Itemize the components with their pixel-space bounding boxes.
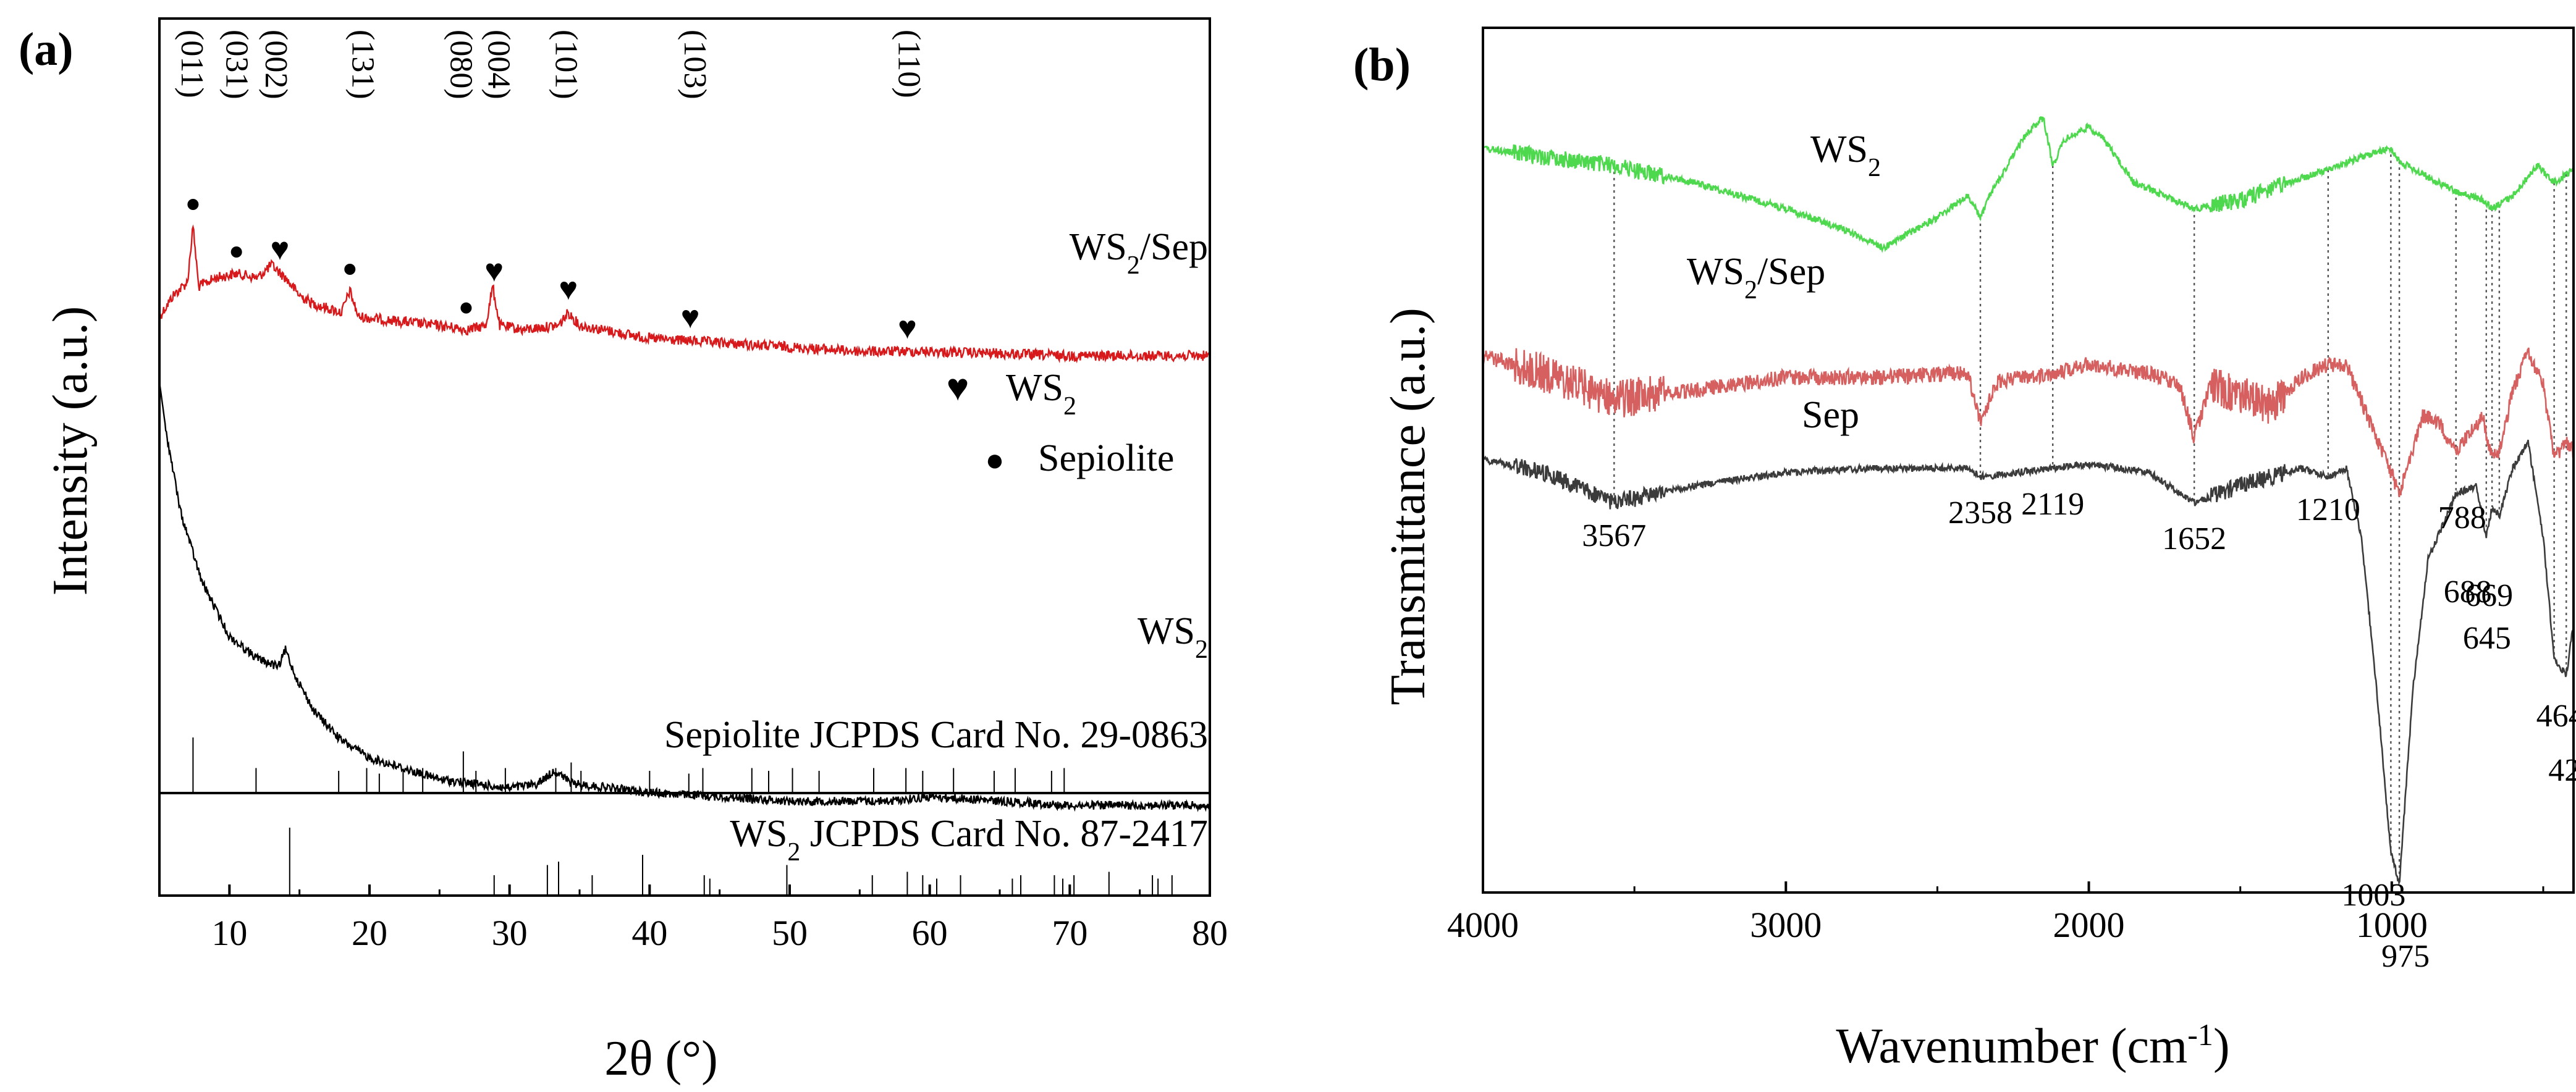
ftir-line-sep [1482,439,2575,886]
panel-a-y-axis-title: Intensity (a.u.) [43,306,98,596]
peak-label-788: 788 [2438,500,2486,536]
miller-index-label: (110) [892,30,927,98]
sepiolite-dot-marker [187,199,199,210]
peak-label-645: 645 [2463,621,2511,656]
series-label-ws2: WS2 [1138,610,1208,664]
card-label-sepiolite: Sepiolite JCPDS Card No. 29-0863 [664,714,1208,756]
x-tick-label: 40 [631,913,667,953]
x-tick-label: 60 [912,913,948,953]
x-tick-label: 10 [211,913,247,953]
panel-b-x-axis: 4000 3000 2000 1000 [1447,881,2544,945]
peak-label-464: 464 [2536,699,2576,734]
legend-heart-symbol: ♥ [947,367,969,409]
x-tick-label: 4000 [1447,905,1519,945]
panel-b-guide-lines [1613,148,2567,883]
series-label-ws2-sep-ftir: WS2/Sep [1687,251,1825,304]
x-tick-label: 1000 [2356,905,2428,945]
x-tick-label: 50 [772,913,808,953]
legend-item-ws2: WS2 [1006,367,1076,421]
panel-a-xrd: (a) Intensity (a.u.) 2θ (°) ♥♥♥♥ ♥ (011)(… [19,17,1228,1086]
series-line-ws2-sep [158,224,1210,364]
miller-index-label: (011) [174,30,209,98]
panel-a-traces [158,224,1211,812]
panel-b-plot-frame [1482,27,2575,894]
series-line-ws2 [158,381,1211,812]
peak-label-1652: 1652 [2162,521,2226,556]
peak-label-688: 688 [2444,574,2492,610]
sepiolite-dot-marker [344,264,356,275]
x-tick-label: 70 [1052,913,1087,953]
peak-label-1003: 1003 [2341,878,2405,913]
series-label-sep-ftir: Sep [1802,394,1859,436]
ws2-heart-marker: ♥ [270,232,289,267]
panel-a-legend: ♥ WS2 ● Sepiolite [947,367,1175,479]
peak-label-2119: 2119 [2021,487,2084,522]
x-tick-label: 20 [352,913,387,953]
x-tick-label: 30 [492,913,528,953]
peak-label-3567: 3567 [1582,518,1646,553]
miller-index-label: (103) [677,30,712,99]
miller-index-label: (031) [219,30,255,99]
panel-b-x-axis-title: Wavenumber (cm-1) [1836,1017,2229,1073]
peak-label-2358: 2358 [1948,495,2012,531]
miller-index-label: (004) [481,30,517,99]
sepiolite-dot-marker [460,302,472,314]
panel-b-y-axis-title: Transmittance (a.u.) [1381,308,1435,705]
peak-label-424: 424 [2548,753,2576,788]
panel-a-x-axis-title: 2θ (°) [604,1031,718,1086]
ws2-heart-marker: ♥ [681,300,700,335]
ws2-heart-marker: ♥ [898,311,917,346]
panel-b-traces [1482,116,2575,886]
ws2-heart-marker: ♥ [559,272,578,307]
panel-a-card-frame [158,792,1211,897]
panel-a-miller-indices: (011) (031) (002) (131) (080) (004) (101) (103)… [174,30,927,99]
peak-label-1210: 1210 [2296,492,2360,527]
card-label-ws2: WS2 JCPDS Card No. 87-2417 [730,813,1208,867]
ws2-heart-marker: ♥ [484,254,504,289]
panel-a-reference-cards [192,737,1173,896]
panel-a-x-axis: 10 20 30 40 50 60 70 80 [158,884,1228,953]
peak-label-975: 975 [2381,939,2430,974]
miller-index-label: (002) [258,30,293,99]
legend-dot-symbol: ● [985,443,1004,478]
series-label-ws2-ftir: WS2 [1810,128,1881,182]
x-tick-label: 3000 [1750,905,1822,945]
panel-b-label: (b) [1353,39,1411,91]
legend-item-sepiolite: Sepiolite [1038,437,1174,479]
x-tick-label: 80 [1192,913,1228,953]
x-tick-label: 2000 [2053,905,2125,945]
ftir-line-ws2-sep [1482,347,2575,497]
miller-index-label: (131) [345,30,381,99]
panel-a-peak-markers: ♥ ♥ ♥ ♥ ♥ [187,199,917,346]
sepiolite-dot-marker [230,246,242,258]
peak-label-669: 669 [2465,578,2513,613]
panel-a-label: (a) [19,23,74,75]
series-label-ws2-sep: WS2/Sep [1070,226,1208,280]
miller-index-label: (080) [443,30,478,99]
ftir-line-ws2 [1482,116,2575,253]
miller-index-label: (101) [548,30,583,99]
panel-b-ftir: (b) Transmittance (a.u.) Wavenumber (cm-… [1353,27,2576,1073]
